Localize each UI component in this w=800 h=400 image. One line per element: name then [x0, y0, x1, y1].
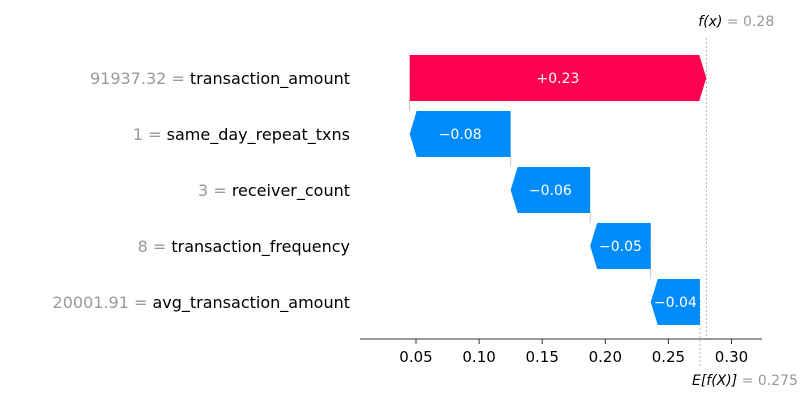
x-tick-label: 0.15 [525, 348, 558, 366]
fx-label: f(x) [698, 14, 722, 30]
bar-transaction_frequency [590, 223, 651, 269]
bar-label-transaction_frequency: −0.05 [599, 239, 642, 255]
feature-value: 8 = [138, 237, 172, 256]
x-tick-label: 0.30 [715, 348, 748, 366]
fx-value: = 0.28 [722, 14, 774, 30]
feature-value: 3 = [198, 181, 232, 200]
feature-name: transaction_amount [190, 69, 350, 89]
feature-label-transaction_amount: 91937.32 = transaction_amount [90, 69, 350, 89]
bar-transaction_amount [409, 55, 707, 101]
feature-label-same_day_repeat_txns: 1 = same_day_repeat_txns [133, 125, 350, 145]
base-value: = 0.275 [737, 373, 798, 389]
reference-lines [699, 38, 707, 367]
feature-name: same_day_repeat_txns [167, 125, 350, 145]
feature-value: 20001.91 = [53, 293, 153, 312]
feature-name: avg_transaction_amount [152, 293, 350, 313]
base-label: E[f(X)] [692, 373, 737, 389]
x-tick-label: 0.10 [462, 348, 495, 366]
x-tick-label: 0.20 [589, 348, 622, 366]
bar-label-avg_transaction_amount: −0.04 [654, 295, 697, 311]
feature-name: receiver_count [232, 181, 350, 201]
bar-avg_transaction_amount [650, 279, 700, 325]
feature-value: 91937.32 = [90, 69, 190, 88]
feature-value: 1 = [133, 125, 167, 144]
bar-label-receiver_count: −0.06 [529, 183, 572, 199]
x-tick-label: 0.05 [399, 348, 432, 366]
bar-label-same_day_repeat_txns: −0.08 [439, 127, 482, 143]
feature-label-transaction_frequency: 8 = transaction_frequency [138, 237, 350, 257]
x-tick-label: 0.25 [652, 348, 685, 366]
bar-label-transaction_amount: +0.23 [537, 71, 580, 87]
feature-name: transaction_frequency [171, 237, 350, 257]
feature-label-receiver_count: 3 = receiver_count [198, 181, 350, 201]
contribution-bars: +0.23 −0.08 −0.06 −0.05 −0.04 [409, 55, 707, 325]
feature-label-avg_transaction_amount: 20001.91 = avg_transaction_amount [53, 293, 350, 313]
fx-annotation: f(x) = 0.28 [698, 14, 774, 30]
bar-receiver_count [510, 167, 591, 213]
x-axis: 0.05 0.10 0.15 0.20 0.25 0.30 [360, 338, 762, 366]
bar-same_day_repeat_txns [409, 111, 511, 157]
expected-value-annotation: E[f(X)] = 0.275 [692, 373, 798, 389]
feature-labels: 91937.32 = transaction_amount 1 = same_da… [53, 69, 350, 313]
